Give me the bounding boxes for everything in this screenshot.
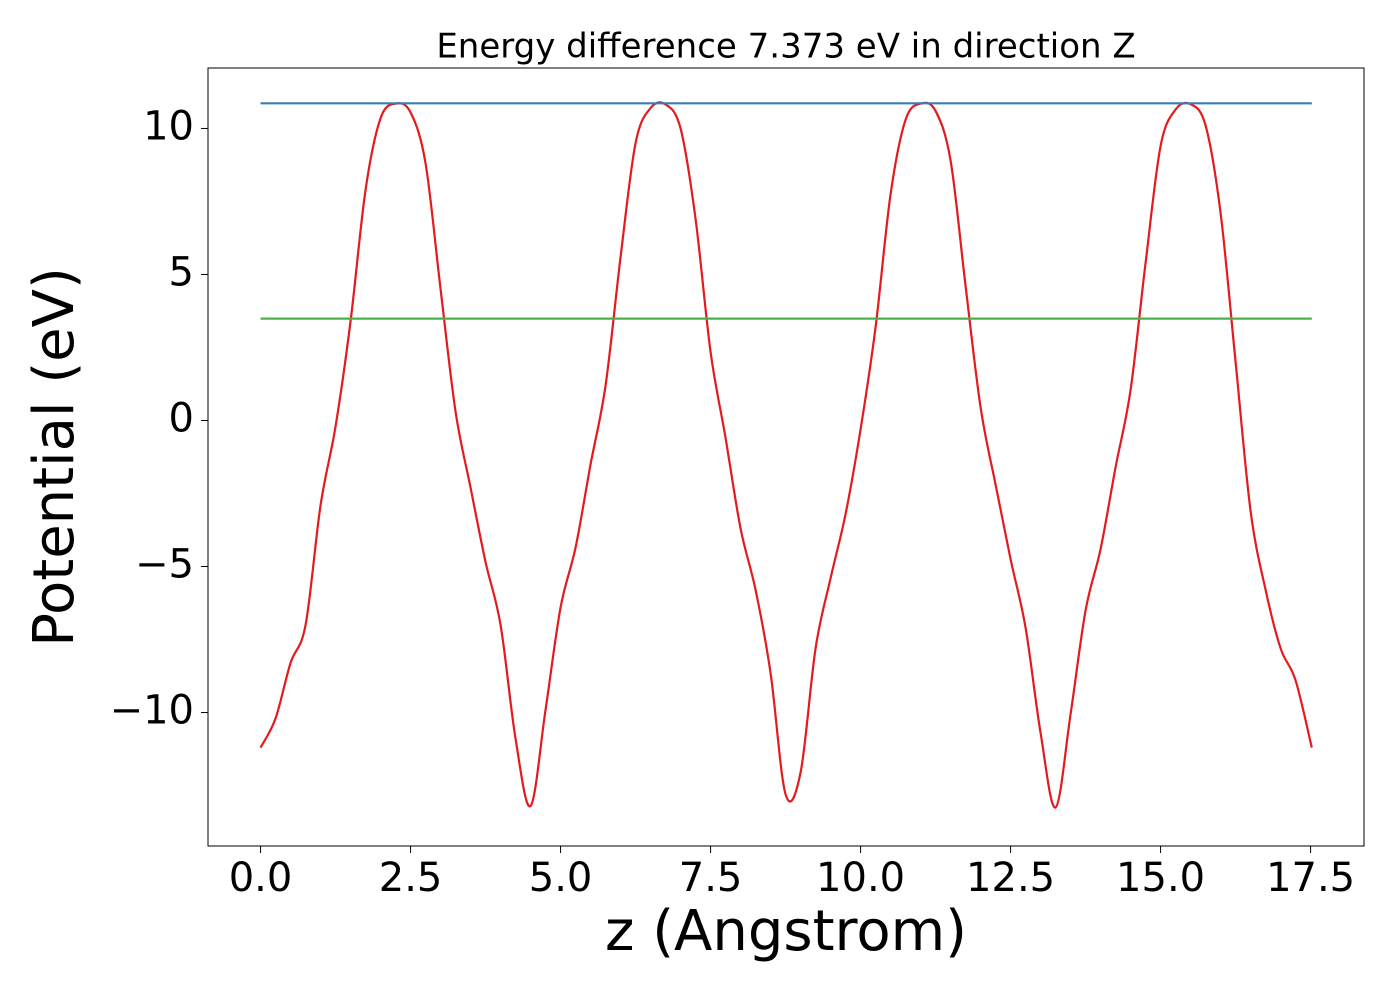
y-tick-label: −5 [135,542,194,588]
y-tick-label: −10 [110,688,194,734]
x-tick-label: 7.5 [679,855,743,901]
chart-title: Energy difference 7.373 eV in direction … [436,27,1135,67]
x-tick-label: 0.0 [229,855,293,901]
plot-frame [207,67,1365,847]
series-line [259,101,1313,809]
x-tick-label: 15.0 [1116,855,1205,901]
y-tick-label: 5 [169,249,194,295]
y-tick-label: 0 [169,395,194,441]
x-tick-label: 5.0 [529,855,593,901]
x-tick-label: 12.5 [966,855,1055,901]
x-tick-label: 17.5 [1266,855,1355,901]
x-axis-label: z (Angstrom) [605,899,967,964]
x-tick-label: 10.0 [816,855,905,901]
x-tick-label: 2.5 [379,855,443,901]
y-axis-label: Potential (eV) [22,267,87,647]
y-tick-label: 10 [143,103,194,149]
